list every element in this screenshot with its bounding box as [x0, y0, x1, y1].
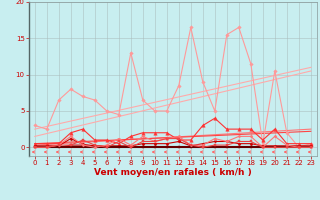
X-axis label: Vent moyen/en rafales ( km/h ): Vent moyen/en rafales ( km/h ): [94, 168, 252, 177]
